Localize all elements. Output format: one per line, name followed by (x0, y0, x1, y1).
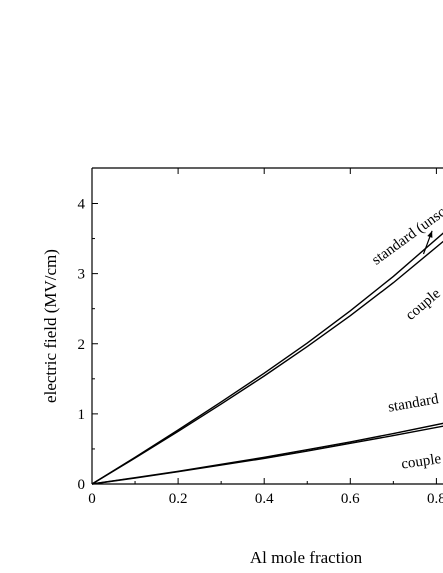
series-line-4 (91, 425, 443, 485)
y-tick-label: 1 (78, 407, 86, 423)
y-tick-label: 0 (78, 477, 86, 493)
curve-annotation: standard (387, 391, 440, 416)
curve-annotation: couple (403, 285, 443, 323)
y-tick-label: 3 (78, 267, 86, 283)
series-line-2 (91, 240, 443, 485)
y-tick-label: 2 (78, 337, 86, 353)
x-tick-label: 0 (88, 491, 96, 507)
x-axis-label: Al mole fraction (250, 548, 363, 567)
y-tick-label: 4 (78, 197, 86, 213)
y-axis-label: electric field (MV/cm) (41, 249, 60, 403)
x-tick-label: 0.4 (255, 491, 274, 507)
x-tick-label: 0.6 (341, 491, 360, 507)
series-line-1 (91, 232, 443, 485)
x-tick-label: 0.2 (169, 491, 188, 507)
x-tick-label: 0.8 (427, 491, 443, 507)
series-line-3 (91, 422, 443, 485)
arrow-head (427, 230, 433, 238)
curve-annotation: couple (400, 451, 442, 472)
